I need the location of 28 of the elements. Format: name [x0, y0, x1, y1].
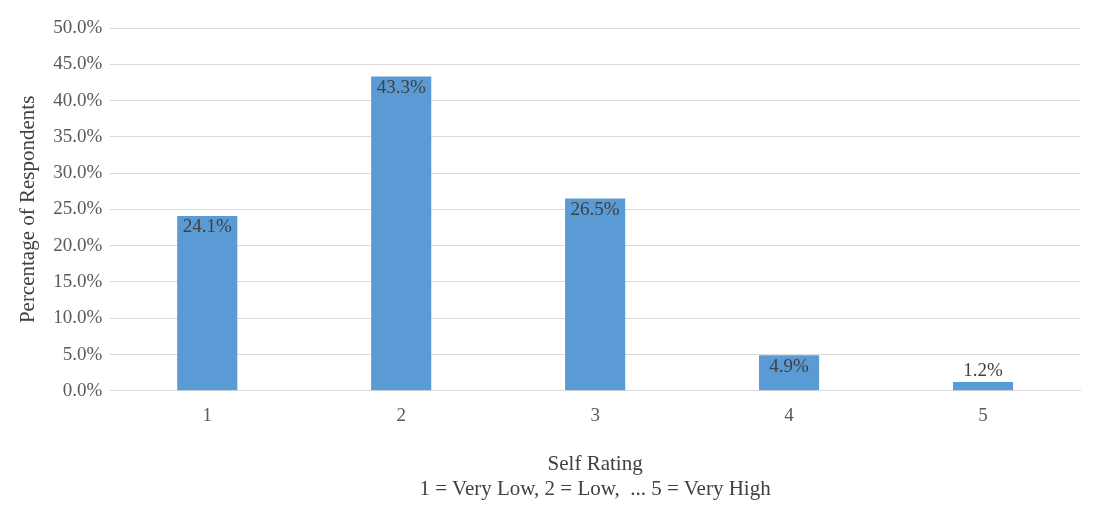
- x-axis-title: Self Rating: [547, 450, 644, 475]
- data-label: 4.9%: [769, 354, 810, 376]
- x-tick-label: 4: [784, 404, 795, 426]
- y-tick-label: 40.0%: [53, 88, 103, 110]
- y-tick-label: 5.0%: [62, 342, 103, 364]
- data-label: 24.1%: [182, 215, 232, 237]
- y-tick-label: 10.0%: [53, 306, 103, 328]
- y-tick-label: 20.0%: [53, 233, 103, 255]
- y-tick-label: 45.0%: [53, 52, 103, 74]
- y-tick-label: 50.0%: [53, 15, 103, 37]
- data-label: 1.2%: [963, 358, 1003, 380]
- y-tick-label: 0.0%: [62, 378, 103, 400]
- x-tick-label: 5: [978, 404, 988, 426]
- bar: [177, 215, 238, 391]
- y-tick-label: 15.0%: [53, 269, 103, 291]
- y-tick-label: 25.0%: [53, 197, 103, 219]
- data-label: 43.3%: [376, 76, 426, 98]
- y-tick-label: 30.0%: [53, 161, 103, 183]
- y-axis-title: Percentage of Respondents: [15, 95, 40, 324]
- x-tick-label: 1: [202, 404, 212, 426]
- x-tick-label: 3: [590, 404, 600, 426]
- bar: [371, 76, 432, 391]
- bar: [565, 198, 626, 391]
- data-label: 26.5%: [570, 198, 620, 219]
- bar: [952, 382, 1014, 391]
- y-tick-label: 35.0%: [53, 124, 103, 146]
- text: 1 = Very Low, 2 = Low, ... 5 = Very High: [419, 475, 772, 500]
- x-tick-label: 2: [396, 404, 406, 426]
